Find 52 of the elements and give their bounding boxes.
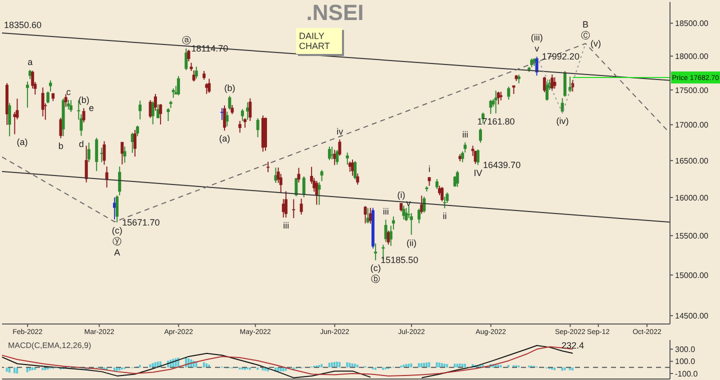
annotation: ⓨ <box>112 236 122 246</box>
y-tick-label: 16000.00 <box>675 193 709 202</box>
y-tick-label: 14500.00 <box>675 312 709 321</box>
y-tick-label: 300.0 <box>675 344 696 354</box>
annotation: (a) <box>16 137 28 148</box>
annotation: (c) <box>370 263 381 274</box>
annotation: i <box>428 164 430 174</box>
y-tick-label: 17000.00 <box>675 120 709 130</box>
annotation: (ii) <box>406 238 416 248</box>
annotation: 232.4 <box>561 340 584 350</box>
annotation: (iv) <box>556 116 569 126</box>
annotation: iv <box>336 126 344 136</box>
annotation: (b) <box>78 95 90 106</box>
annotation: B <box>582 20 589 30</box>
chart-title: MACD(C,EMA,12,26,9) <box>8 341 92 350</box>
annotation: iii <box>283 220 290 231</box>
annotation: a <box>28 56 33 67</box>
annotation: (v) <box>590 38 602 49</box>
annotation: e <box>88 103 94 114</box>
annotation: (a) <box>219 134 230 144</box>
annotation: (i) <box>397 190 406 200</box>
annotation: DAILY CHART <box>296 28 342 54</box>
annotation: 15671.70 <box>122 217 160 228</box>
annotation: iii <box>462 129 468 140</box>
annotation: (iii) <box>530 32 543 43</box>
y-tick-label: 15000.00 <box>675 270 709 280</box>
annotation: v <box>534 44 540 54</box>
y-tick-label: 18500.00 <box>675 19 709 28</box>
annotation: iii <box>382 206 389 217</box>
annotation: 16439.70 <box>483 160 521 170</box>
y-tick-label: 100.0 <box>675 357 696 366</box>
annotation: d <box>78 138 84 149</box>
y-tick-label: 15500.00 <box>675 231 709 240</box>
annotation: ⓑ <box>371 274 380 284</box>
annotation: ii <box>442 211 447 222</box>
chart-title: .NSEI <box>306 0 364 25</box>
y-tick-label: 16500.00 <box>675 156 709 166</box>
y-tick-label: 18000.00 <box>675 52 709 61</box>
annotation: 15185.50 <box>380 255 418 266</box>
annotation: A <box>114 247 120 258</box>
y-tick-label: -100.0 <box>675 369 698 378</box>
y-tick-label: 17500.00 <box>675 86 709 95</box>
annotation: (b) <box>224 82 236 93</box>
annotation: c <box>66 86 72 97</box>
annotation: (c) <box>112 225 122 236</box>
annotation: b <box>58 141 64 152</box>
annotation: 18350.60 <box>4 20 42 30</box>
annotation: 17992.20 <box>542 52 580 62</box>
annotation: 17161.80 <box>477 116 515 126</box>
annotation: ⓐ <box>182 35 191 46</box>
annotation: Ⓒ <box>581 30 590 41</box>
annotation: IV <box>474 168 482 178</box>
